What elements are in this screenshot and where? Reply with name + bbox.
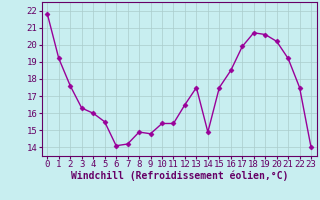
- X-axis label: Windchill (Refroidissement éolien,°C): Windchill (Refroidissement éolien,°C): [70, 171, 288, 181]
